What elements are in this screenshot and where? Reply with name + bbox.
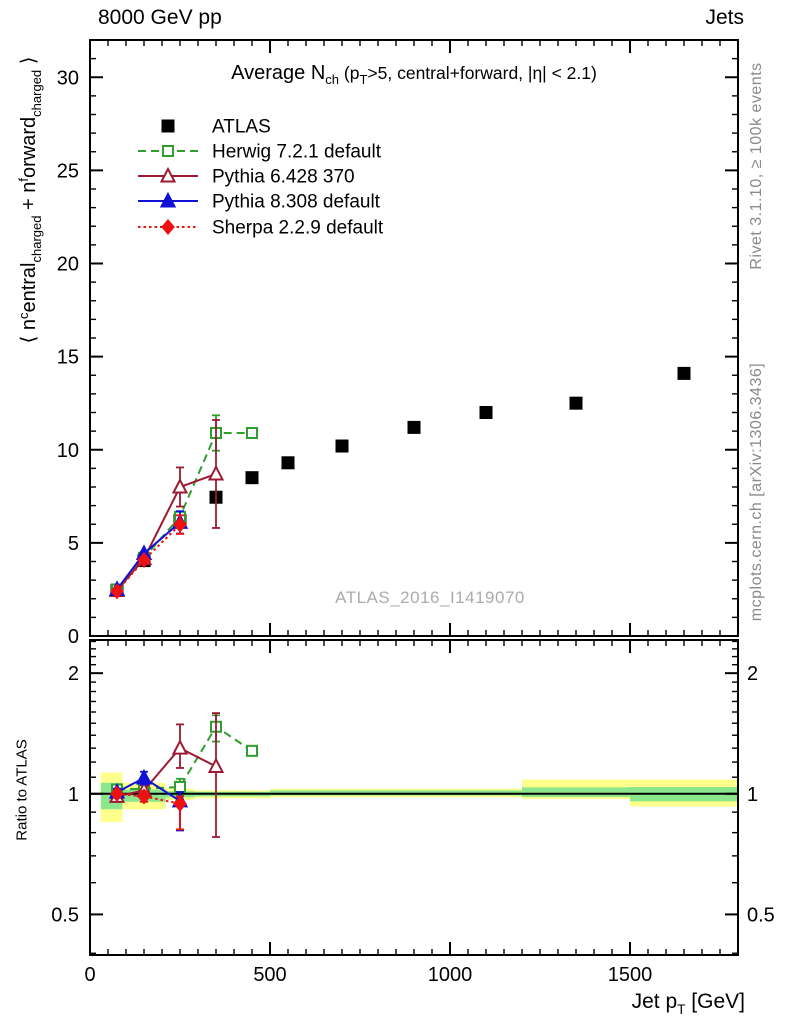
- marker-triangle: [159, 191, 177, 208]
- x-tick-label: 0: [84, 964, 95, 986]
- marker-diamond: [173, 516, 187, 533]
- marker-square: [569, 396, 583, 410]
- beam-energy-label: 8000 GeV pp: [98, 6, 222, 29]
- legend-item: ATLAS: [161, 117, 271, 138]
- ratio-line: [116, 725, 253, 791]
- series-herwig-7-2-1-default: [111, 414, 258, 797]
- ratio-y-tick-label-right: 1: [747, 784, 758, 806]
- legend-label: Pythia 6.428 370: [212, 167, 355, 188]
- marker-diamond: [137, 551, 151, 569]
- legend-label: Pythia 8.308 default: [212, 192, 381, 213]
- ratio-line: [116, 746, 217, 798]
- marker-square: [174, 780, 186, 793]
- legend-label: Herwig 7.2.1 default: [212, 142, 382, 163]
- main-y-tick-label: 25: [57, 160, 79, 182]
- main-panel-frame: [89, 39, 739, 637]
- legend-item: Pythia 8.308 default: [138, 192, 381, 213]
- marker-triangle: [171, 477, 189, 494]
- marker-square: [162, 145, 174, 157]
- ratio-uncertainty-bands: [90, 772, 738, 823]
- series-line: [116, 473, 217, 592]
- main-y-tick-label: 30: [57, 67, 79, 89]
- marker-square: [479, 406, 493, 419]
- plot-title: Average Nch (pT>5, central+forward, |η| …: [231, 62, 597, 87]
- main-y-tick-label: 0: [68, 626, 79, 648]
- marker-triangle: [135, 768, 153, 785]
- ratio-y-axis-label: Ratio to ATLAS: [13, 739, 31, 841]
- series-pythia-6-428-370: [108, 419, 225, 838]
- ratio-y-tick-label: 0.5: [51, 904, 79, 926]
- marker-triangle: [159, 166, 177, 183]
- analysis-id-watermark: ATLAS_2016_I1419070: [335, 588, 525, 607]
- legend: ATLAS Herwig 7.2.1 default Pythia 6.428 37…: [138, 117, 384, 239]
- mcplots-attribution-note: mcplots.cern.ch [arXiv:1306.3436]: [748, 362, 765, 622]
- main-y-tick-label: 5: [68, 533, 79, 555]
- main-y-tick-label: 15: [57, 347, 79, 369]
- ratio-panel-frame: [89, 639, 739, 956]
- series-atlas: [110, 366, 691, 597]
- legend-item: Sherpa 2.2.9 default: [138, 218, 384, 239]
- ratio-y-tick-label-right: 2: [747, 663, 758, 685]
- main-y-tick-label: 20: [57, 254, 79, 276]
- marker-diamond: [110, 583, 124, 600]
- axes: [89, 39, 739, 956]
- band-inner: [522, 787, 630, 797]
- main-y-tick-label: 10: [57, 440, 79, 462]
- marker-square: [281, 456, 295, 470]
- x-tick-label: 1500: [608, 964, 653, 986]
- x-tick-label: 1000: [428, 964, 473, 986]
- marker-square: [161, 119, 175, 133]
- main-y-axis-label: ⟨ ncentralcharged + nforwardcharged ⟩: [16, 56, 44, 344]
- marker-triangle: [171, 738, 189, 755]
- marker-square: [407, 420, 421, 434]
- marker-square: [335, 439, 349, 453]
- marker-square: [246, 426, 258, 439]
- marker-diamond: [173, 795, 187, 812]
- ratio-line: [116, 792, 181, 805]
- legend-item: Herwig 7.2.1 default: [138, 142, 382, 163]
- ratio-y-tick-label: 1: [68, 784, 79, 806]
- marker-square: [246, 744, 258, 757]
- marker-diamond: [137, 788, 151, 805]
- legend-item: Pythia 6.428 370: [138, 167, 355, 188]
- analysis-group-label: Jets: [705, 6, 744, 29]
- marker-triangle: [207, 757, 225, 773]
- x-tick-label: 500: [253, 964, 286, 986]
- marker-diamond: [161, 218, 175, 236]
- ratio-y-tick-label-right: 0.5: [747, 904, 775, 926]
- x-axis-label: Jet pT [GeV]: [631, 990, 745, 1018]
- marker-square: [677, 366, 691, 380]
- marker-diamond: [110, 785, 124, 802]
- legend-label: Sherpa 2.2.9 default: [212, 218, 384, 239]
- ratio-y-tick-label: 2: [68, 663, 79, 685]
- legend-label: ATLAS: [212, 117, 271, 138]
- rivet-version-note: Rivet 3.1.10, ≥ 100k events: [748, 62, 765, 270]
- marker-square: [245, 471, 259, 485]
- marker-triangle: [207, 464, 225, 481]
- series-sherpa-2-2-9-default: [110, 514, 187, 831]
